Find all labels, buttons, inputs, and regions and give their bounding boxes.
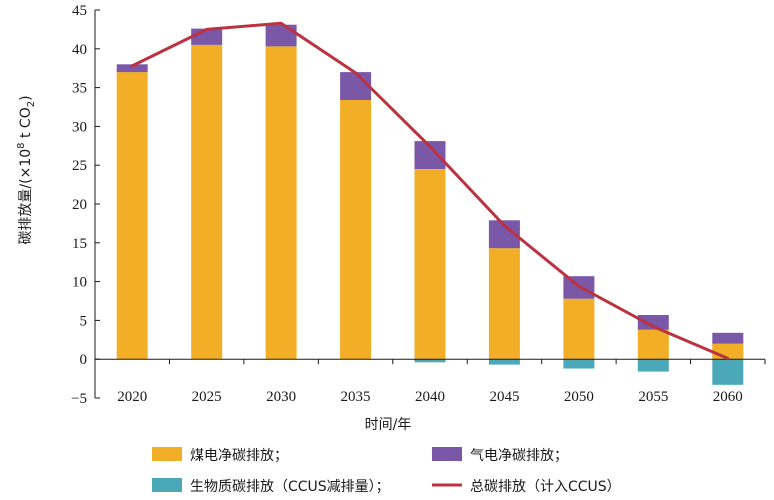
bar-coal-2035 <box>340 100 372 360</box>
bar-coal-2055 <box>637 329 669 360</box>
axes-layer <box>94 9 766 399</box>
y-tick-label: 40 <box>72 42 87 58</box>
x-tick-labels: 2020 2025 2030 2035 2040 2045 2050 2055 2060 <box>117 389 743 405</box>
x-tick-label: 2050 <box>564 389 594 405</box>
legend-item-gas: 气电净碳排放； <box>432 447 568 464</box>
y-tick-label: −5 <box>71 391 87 407</box>
y-tick-label: 0 <box>80 352 88 368</box>
legend-swatch-biomass <box>152 478 182 492</box>
legend: 煤电净碳排放； 气电净碳排放； 生物质碳排放（CCUS减排量）； 总碳排放（计入… <box>152 447 621 495</box>
x-tick-label: 2020 <box>117 389 147 405</box>
y-tick-label: 30 <box>72 119 87 135</box>
legend-label-coal: 煤电净碳排放； <box>190 448 288 464</box>
y-tick-label: 35 <box>72 81 87 97</box>
bar-biomass-2050 <box>563 359 595 369</box>
y-axis-title: 碳排放量/(×108 t CO2) <box>16 95 37 244</box>
x-tick-label: 2035 <box>341 389 371 405</box>
y-tick-label: 25 <box>72 158 87 174</box>
x-tick-label: 2045 <box>489 389 519 405</box>
bars-layer <box>116 24 744 385</box>
bar-biomass-2055 <box>637 359 669 372</box>
x-tick-label: 2060 <box>713 389 743 405</box>
x-tick-label: 2025 <box>192 389 222 405</box>
y-tick-label: 45 <box>72 3 87 19</box>
legend-swatch-gas <box>432 447 462 461</box>
bar-coal-2045 <box>488 248 520 360</box>
y-tick-labels: −5 0 5 10 15 20 25 30 35 40 45 <box>71 3 87 407</box>
y-tick-label: 5 <box>80 313 88 329</box>
bar-coal-2020 <box>116 72 148 360</box>
y-tick-label: 10 <box>72 275 87 291</box>
total-emission-line-layer <box>130 21 730 360</box>
bar-gas-2030 <box>265 24 297 47</box>
legend-label-gas: 气电净碳排放； <box>470 448 568 464</box>
bar-coal-2025 <box>191 44 223 360</box>
bar-gas-2060 <box>712 332 744 344</box>
legend-label-biomass: 生物质碳排放（CCUS减排量）； <box>190 479 390 495</box>
bar-biomass-2045 <box>488 359 520 365</box>
bar-gas-2020 <box>116 64 148 73</box>
x-tick-label: 2040 <box>415 389 445 405</box>
bar-gas-2055 <box>637 315 669 330</box>
bar-coal-2050 <box>563 298 595 360</box>
y-tick-label: 15 <box>72 236 87 252</box>
legend-item-coal: 煤电净碳排放； <box>152 447 288 464</box>
y-tick-label: 20 <box>72 197 87 213</box>
x-axis-title: 时间/年 <box>365 417 412 433</box>
legend-label-total: 总碳排放（计入CCUS） <box>470 479 621 495</box>
x-tick-label: 2030 <box>266 389 296 405</box>
legend-swatch-coal <box>152 447 182 461</box>
bar-biomass-2060 <box>712 359 744 385</box>
bar-gas-2035 <box>340 72 372 100</box>
bar-biomass-2040 <box>414 359 446 363</box>
total-emission-line <box>130 21 730 360</box>
legend-item-biomass: 生物质碳排放（CCUS减排量）； <box>152 478 390 495</box>
bar-coal-2030 <box>265 46 297 360</box>
legend-item-total: 总碳排放（计入CCUS） <box>432 479 621 495</box>
bar-coal-2040 <box>414 169 446 360</box>
x-tick-label: 2055 <box>638 389 668 405</box>
